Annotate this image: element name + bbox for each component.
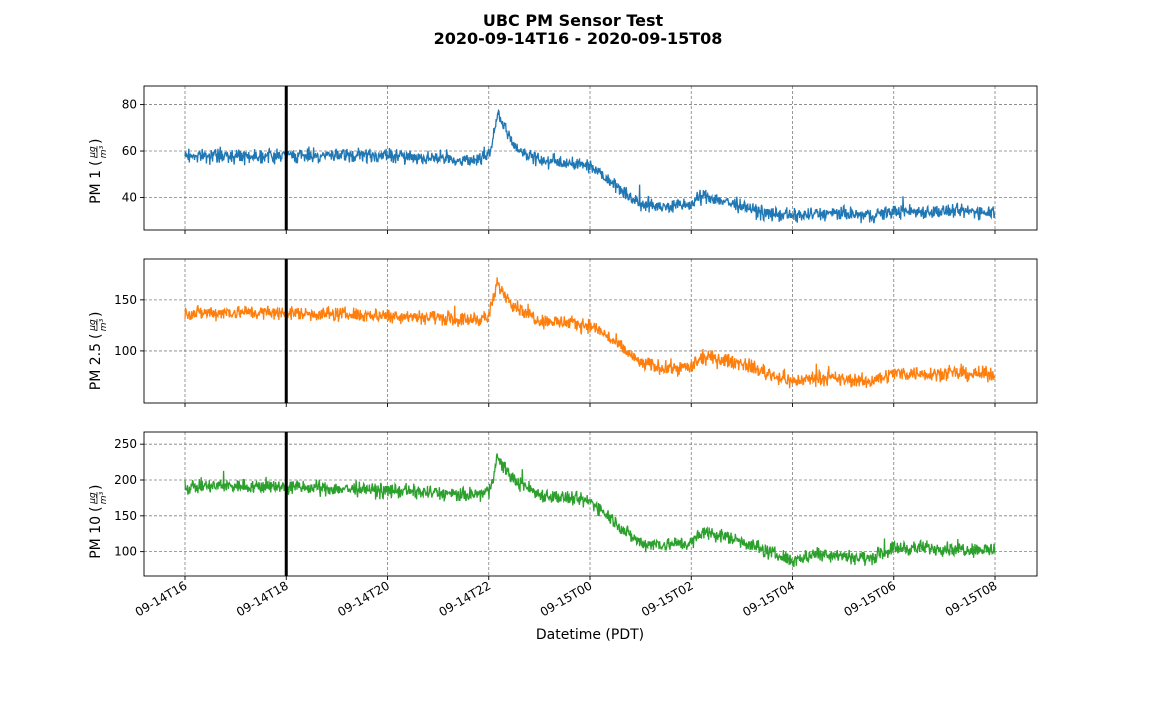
axes-frame	[143, 431, 1038, 577]
y-axis-label-text: PM 10	[88, 516, 104, 559]
y-axis-label-paren-open: (	[88, 161, 104, 166]
series-line-pm1	[184, 108, 996, 224]
x-tick-label: 09-15T04	[740, 578, 797, 619]
y-axis-label-paren-close: )	[88, 485, 104, 490]
y-tick-label: 150	[114, 293, 137, 307]
x-tick-label: 09-15T00	[538, 578, 595, 619]
y-axis-label-paren-open: (	[88, 507, 104, 512]
series-line-pm25	[184, 277, 996, 389]
y-unit-denominator: m³	[99, 145, 109, 158]
x-axis-label: Datetime (PDT)	[536, 627, 644, 643]
panel-pm1: 40 60 80 PM 1 ( μg m³)	[88, 85, 1038, 234]
x-tick-label: 09-14T22	[436, 578, 493, 619]
panel-pm10: 100 150 200 250 PM 10 ( μg m³)	[88, 431, 1038, 580]
x-tick-label: 09-14T20	[335, 578, 392, 619]
y-axis-label-paren-close: )	[88, 139, 104, 144]
axes-frame	[143, 85, 1038, 231]
x-tick-label: 09-15T02	[639, 578, 696, 619]
y-unit-denominator: m³	[99, 491, 109, 504]
x-tick-label: 09-14T16	[133, 578, 190, 619]
series-line-pm10	[184, 453, 996, 568]
y-tick-label: 250	[114, 437, 137, 451]
x-tick-label: 09-15T08	[943, 578, 1000, 619]
y-unit-numerator: μg	[88, 319, 98, 332]
y-axis-label-text: PM 2.5	[88, 343, 104, 390]
y-unit-denominator: m³	[99, 318, 109, 331]
y-unit-numerator: μg	[88, 492, 98, 505]
axes-frame	[143, 258, 1038, 404]
y-unit-numerator: μg	[88, 146, 98, 159]
y-axis-label: PM 1 ( μg m³)	[88, 139, 109, 204]
y-axis-label-text: PM 1	[88, 170, 104, 204]
y-tick-label: 60	[122, 144, 137, 158]
panel-pm25: 100 150 PM 2.5 ( μg m³)	[88, 258, 1038, 407]
y-tick-label: 150	[114, 509, 137, 523]
y-axis-label-paren-open: (	[88, 334, 104, 339]
y-tick-label: 80	[122, 98, 137, 112]
chart-subtitle: 2020-09-14T16 - 2020-09-15T08	[434, 29, 723, 48]
y-axis-label: PM 2.5 ( μg m³)	[88, 312, 109, 391]
y-tick-label: 200	[114, 473, 137, 487]
y-tick-label: 100	[114, 344, 137, 358]
chart-title: UBC PM Sensor Test	[483, 11, 664, 30]
y-axis-label: PM 10 ( μg m³)	[88, 485, 109, 559]
y-axis-label-paren-close: )	[88, 312, 104, 317]
y-tick-label: 40	[122, 190, 137, 204]
x-tick-label: 09-14T18	[234, 578, 291, 619]
x-axis-ticks: 09-14T16 09-14T18 09-14T20 09-14T22 09-15T00…	[133, 578, 1000, 619]
y-tick-label: 100	[114, 545, 137, 559]
x-tick-label: 09-15T06	[841, 578, 898, 619]
